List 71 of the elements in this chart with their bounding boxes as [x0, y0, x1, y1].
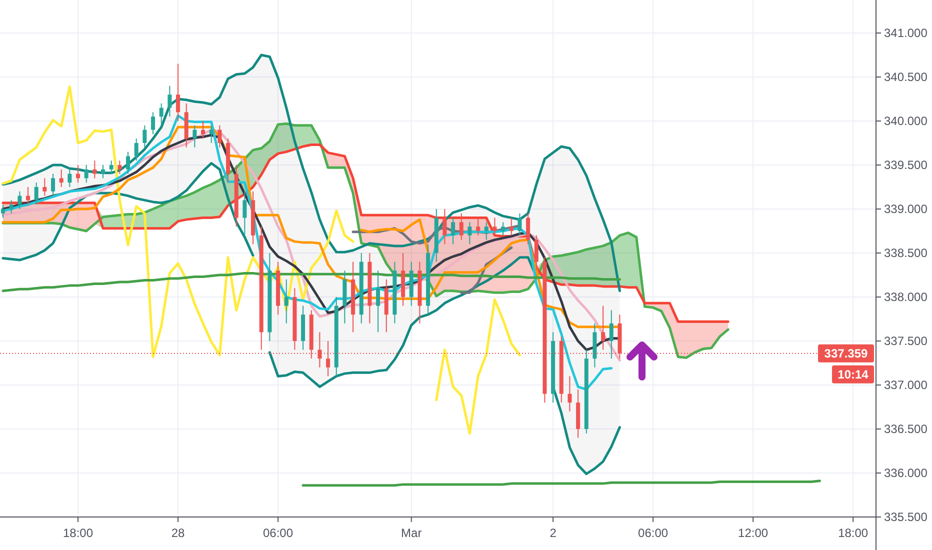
candlestick	[34, 182, 38, 206]
x-tick-label: Mar	[401, 526, 422, 540]
x-tick-label: 06:00	[263, 526, 294, 540]
candlestick	[1, 204, 5, 218]
candlestick	[109, 160, 114, 174]
y-tick-label: 338.000	[884, 290, 928, 304]
candlestick	[534, 234, 538, 272]
candlestick	[526, 212, 530, 245]
candlestick	[492, 217, 497, 236]
candlestick	[76, 164, 80, 184]
candlestick	[501, 222, 506, 236]
y-tick-label: 336.000	[884, 466, 928, 480]
candlestick	[509, 217, 514, 236]
candlestick	[218, 124, 222, 148]
y-tick-label: 335.500	[884, 510, 928, 524]
x-tick-label: 12:00	[738, 526, 768, 540]
candlestick	[192, 124, 197, 148]
candlestick	[476, 217, 480, 236]
ref-line-label: 337.359	[824, 346, 868, 361]
candlestick	[51, 173, 56, 196]
candlestick	[468, 222, 472, 245]
x-tick-label: 2	[550, 526, 557, 540]
candlestick	[26, 186, 30, 206]
line-series	[2, 85, 354, 358]
candlestick	[42, 178, 47, 196]
candlestick	[126, 151, 130, 174]
candlestick	[18, 190, 22, 210]
candlestick	[118, 160, 122, 174]
candlestick	[209, 124, 214, 144]
candlestick	[92, 160, 97, 179]
candlestick	[284, 278, 288, 324]
y-tick-label: 337.000	[884, 378, 928, 392]
candlestick	[601, 305, 606, 350]
y-tick-label: 339.000	[884, 202, 928, 216]
candlestick	[151, 112, 156, 135]
candlestick	[9, 200, 14, 214]
candlestick	[451, 217, 456, 245]
line-series	[360, 218, 430, 254]
y-tick-label: 340.000	[884, 114, 928, 128]
candlestick	[568, 376, 572, 412]
candlestick	[134, 138, 138, 162]
candlestick	[142, 124, 147, 148]
candlestick	[609, 310, 614, 360]
y-tick-label: 339.500	[884, 158, 928, 172]
candlestick	[459, 212, 464, 240]
annotation: 10:14	[838, 368, 869, 382]
y-tick-label: 341.000	[884, 26, 928, 40]
candlestick	[376, 270, 380, 333]
x-tick-label: 06:00	[638, 526, 668, 540]
y-tick-label: 337.500	[884, 334, 928, 348]
candlestick	[176, 63, 180, 122]
x-tick-label: 18:00	[838, 526, 868, 540]
candlestick	[242, 190, 247, 236]
x-tick-label: 18:00	[62, 526, 94, 540]
line-series	[2, 54, 621, 292]
candlestick	[101, 164, 106, 179]
line-series	[435, 298, 521, 435]
candlestick	[84, 164, 88, 184]
candlestick	[68, 168, 72, 188]
candlestick	[59, 168, 64, 188]
candlestick	[442, 208, 447, 245]
candlestick	[168, 85, 172, 118]
candlestick	[518, 212, 522, 236]
line-series	[2, 272, 621, 292]
candlestick	[201, 120, 206, 140]
y-tick-label: 336.500	[884, 422, 928, 436]
y-tick-label: 340.500	[884, 70, 928, 84]
candlestick	[484, 222, 488, 240]
candlestick	[159, 102, 164, 126]
y-tick-label: 338.500	[884, 246, 928, 260]
x-tick-label: 28	[171, 526, 186, 540]
